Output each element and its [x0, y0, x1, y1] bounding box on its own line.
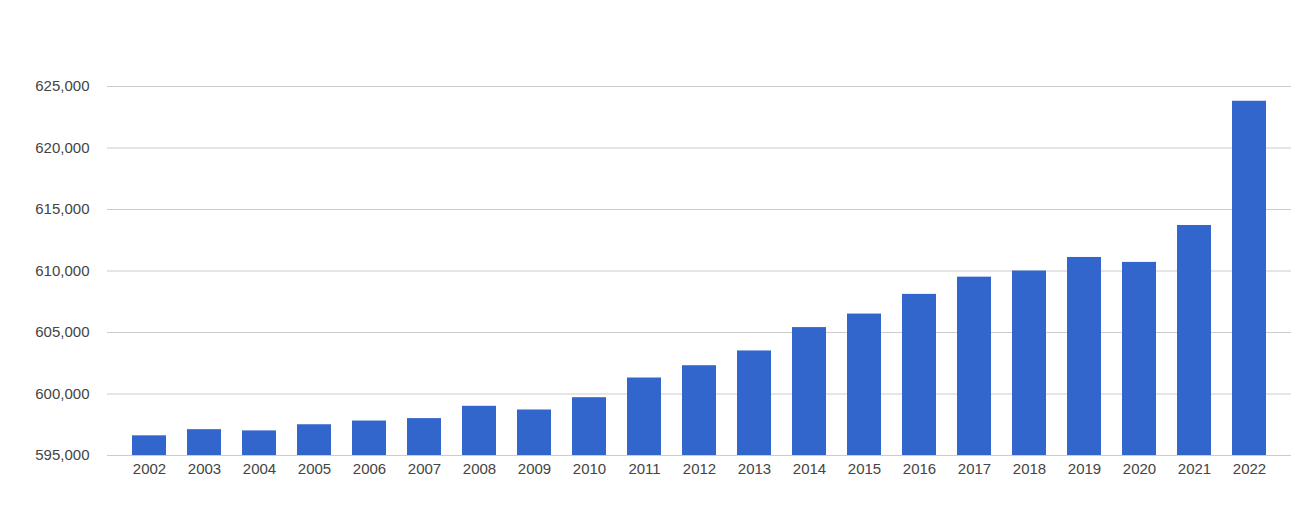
svg-text:615,000: 615,000 — [35, 200, 89, 217]
svg-text:595,000: 595,000 — [35, 446, 89, 463]
svg-text:2005: 2005 — [298, 460, 331, 477]
svg-text:2012: 2012 — [683, 460, 716, 477]
svg-text:2016: 2016 — [903, 460, 936, 477]
svg-text:605,000: 605,000 — [35, 323, 89, 340]
svg-text:2018: 2018 — [1013, 460, 1046, 477]
svg-text:2020: 2020 — [1123, 460, 1156, 477]
svg-text:2009: 2009 — [518, 460, 551, 477]
svg-text:2008: 2008 — [463, 460, 496, 477]
svg-text:610,000: 610,000 — [35, 262, 89, 279]
svg-text:2015: 2015 — [848, 460, 881, 477]
svg-text:2014: 2014 — [793, 460, 826, 477]
svg-text:600,000: 600,000 — [35, 385, 89, 402]
svg-text:2006: 2006 — [353, 460, 386, 477]
svg-text:2004: 2004 — [243, 460, 276, 477]
svg-text:2011: 2011 — [628, 460, 660, 477]
svg-text:2002: 2002 — [133, 460, 166, 477]
svg-text:2021: 2021 — [1178, 460, 1211, 477]
svg-text:2010: 2010 — [573, 460, 606, 477]
svg-text:2017: 2017 — [958, 460, 991, 477]
svg-text:625,000: 625,000 — [35, 77, 89, 94]
svg-text:2013: 2013 — [738, 460, 771, 477]
svg-text:2022: 2022 — [1233, 460, 1266, 477]
svg-text:620,000: 620,000 — [35, 139, 89, 156]
svg-text:2003: 2003 — [188, 460, 221, 477]
svg-text:2007: 2007 — [408, 460, 441, 477]
svg-text:2019: 2019 — [1068, 460, 1101, 477]
